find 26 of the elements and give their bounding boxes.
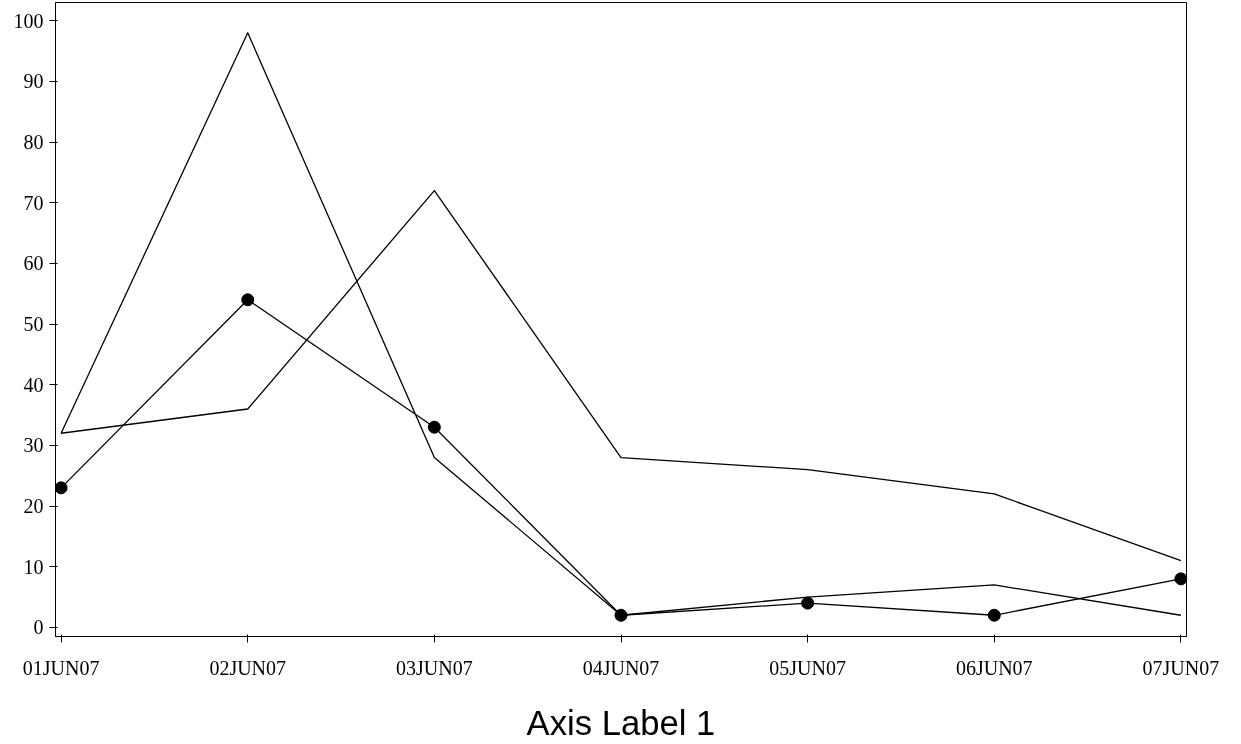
point <box>987 608 1001 622</box>
point <box>801 596 815 610</box>
y-tick-label: 50 <box>23 313 44 336</box>
y-tick-label: 60 <box>23 252 44 275</box>
y-tick-label: 100 <box>13 9 44 32</box>
x-tick-label: 06JUN07 <box>955 656 1033 679</box>
y-tick-label: 90 <box>23 70 44 93</box>
point <box>427 420 441 434</box>
y-tick-label: 0 <box>33 616 44 639</box>
x-tick-label: 07JUN07 <box>1142 656 1220 679</box>
point <box>614 608 628 622</box>
y-tick-label: 20 <box>23 495 44 518</box>
x-tick-label: 02JUN07 <box>209 656 287 679</box>
y-tick-label: 10 <box>23 555 44 578</box>
y-tick-label: 30 <box>23 434 44 457</box>
point <box>1174 572 1187 586</box>
x-tick-label: 01JUN07 <box>22 656 100 679</box>
x-tick-label: 04JUN07 <box>582 656 660 679</box>
x-tick-label: 03JUN07 <box>396 656 473 679</box>
y-tick-label: 40 <box>23 373 44 396</box>
x-tick-label: 05JUN07 <box>769 656 846 679</box>
point <box>55 481 68 495</box>
point <box>241 293 255 307</box>
y-tick-label: 70 <box>23 191 44 214</box>
y-tick-label: 80 <box>23 131 44 154</box>
x-axis-title: Axis Label 1 <box>526 703 716 742</box>
